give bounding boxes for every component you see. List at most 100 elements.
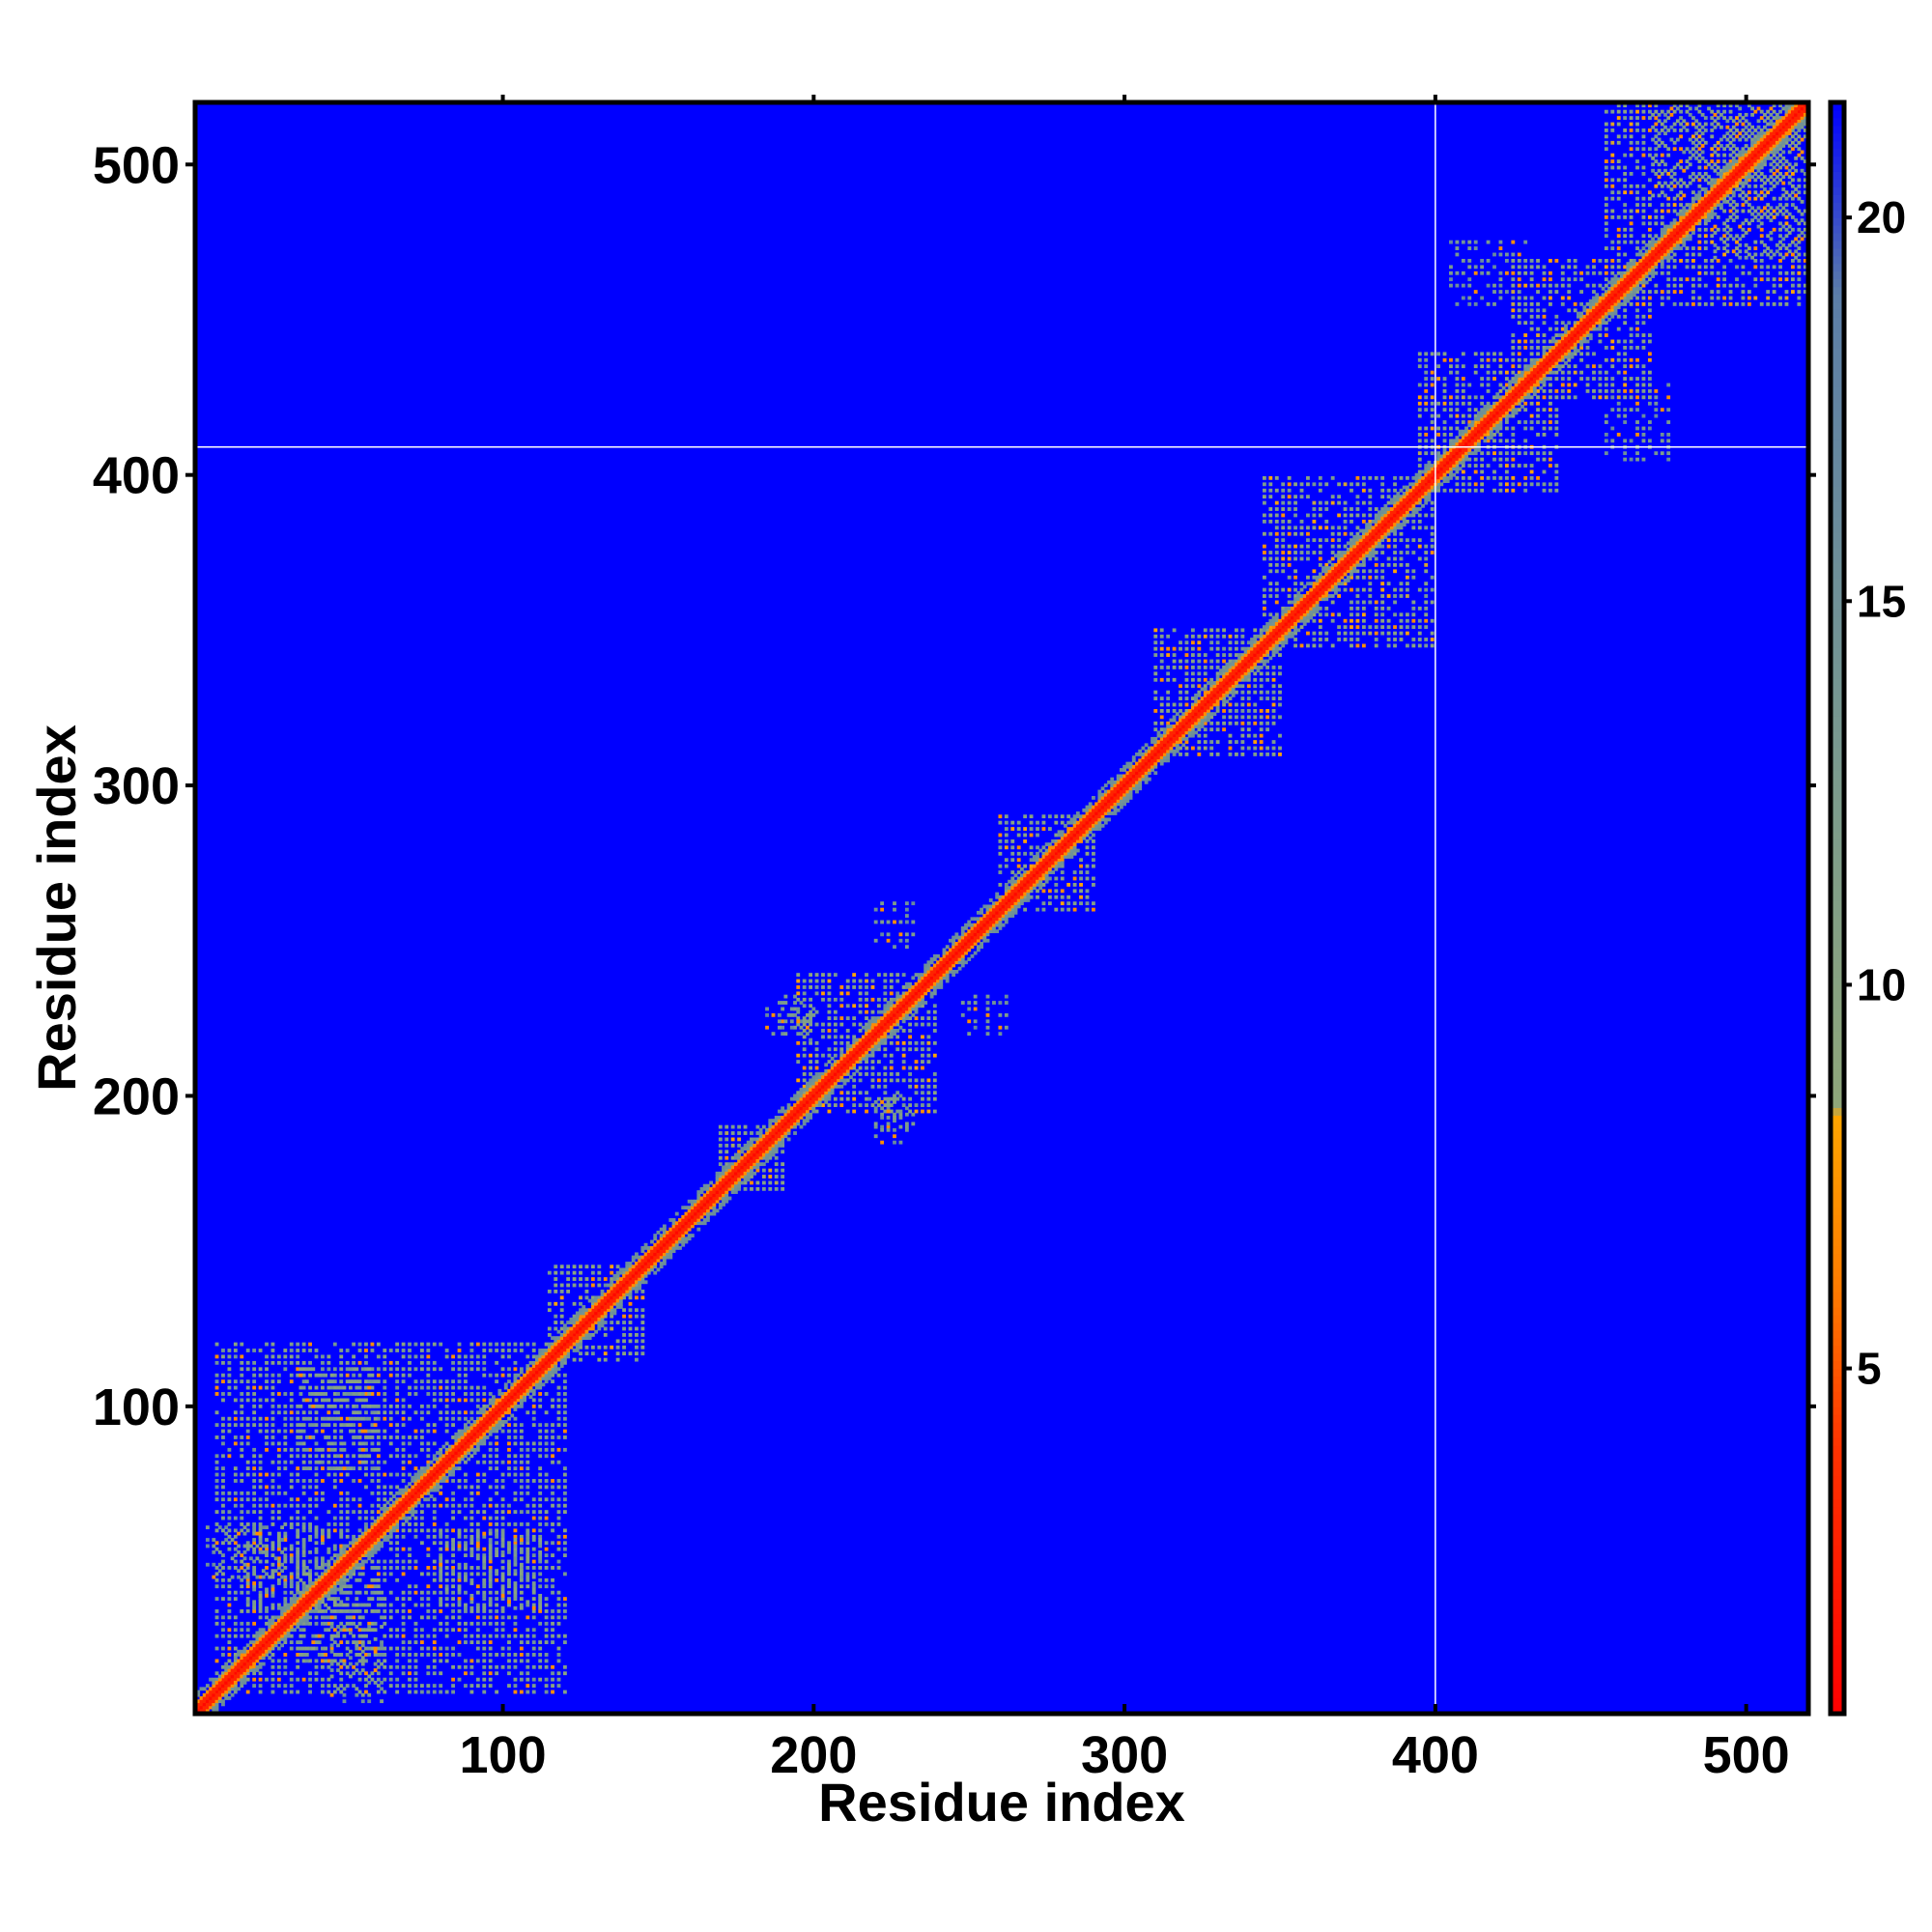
- heatmap-cell: [495, 1569, 499, 1574]
- heatmap-cell: [419, 1360, 424, 1365]
- heatmap-cell: [985, 994, 990, 999]
- heatmap-cell: [921, 1065, 924, 1070]
- heatmap-cell: [339, 1677, 344, 1682]
- heatmap-cell: [475, 1441, 480, 1446]
- heatmap-cell: [1092, 858, 1095, 863]
- heatmap-cell: [1041, 858, 1046, 863]
- heatmap-cell: [500, 1404, 505, 1408]
- heatmap-cell: [276, 1379, 281, 1384]
- heatmap-cell: [327, 1559, 331, 1564]
- heatmap-cell: [367, 1392, 372, 1396]
- heatmap-cell: [563, 1410, 567, 1415]
- heatmap-cell: [332, 1590, 337, 1595]
- heatmap-cell: [1085, 833, 1090, 838]
- heatmap-cell: [1166, 646, 1171, 651]
- heatmap-cell: [1287, 625, 1292, 630]
- heatmap-cell: [308, 1671, 312, 1676]
- heatmap-cell: [597, 1301, 602, 1306]
- heatmap-cell: [873, 920, 878, 924]
- heatmap-cell: [761, 1143, 766, 1148]
- heatmap-cell: [357, 1342, 362, 1347]
- heatmap-cell: [883, 997, 888, 1002]
- heatmap-cell: [1517, 352, 1521, 356]
- heatmap-cell: [1166, 690, 1171, 695]
- heatmap-cell: [1312, 582, 1317, 586]
- heatmap-cell: [556, 1590, 561, 1595]
- heatmap-cell: [1281, 482, 1286, 487]
- heatmap-cell: [781, 1032, 785, 1037]
- heatmap-cell: [439, 1569, 443, 1574]
- heatmap-cell: [245, 1435, 250, 1439]
- heatmap-cell: [482, 1609, 487, 1613]
- heatmap-cell: [551, 1454, 554, 1459]
- heatmap-cell: [538, 1441, 543, 1446]
- heatmap-cell: [383, 1392, 387, 1396]
- heatmap-cell: [439, 1621, 443, 1626]
- heatmap-cell: [270, 1354, 275, 1359]
- heatmap-cell: [240, 1559, 244, 1564]
- heatmap-cell: [475, 1479, 480, 1483]
- heatmap-cell: [383, 1690, 387, 1694]
- heatmap-cell: [214, 1684, 219, 1688]
- heatmap-cell: [1306, 538, 1310, 543]
- heatmap-cell: [301, 1410, 306, 1415]
- heatmap-cell: [926, 1096, 931, 1101]
- heatmap-cell: [252, 1460, 257, 1464]
- heatmap-cell: [317, 1634, 322, 1638]
- heatmap-cell: [1060, 838, 1065, 843]
- heatmap-cell: [252, 1454, 257, 1459]
- heatmap-cell: [865, 1109, 868, 1114]
- heatmap-cell: [538, 1385, 543, 1390]
- heatmap-cell: [566, 1264, 571, 1269]
- heatmap-cell: [332, 1566, 337, 1570]
- heatmap-cell: [531, 1572, 536, 1577]
- heatmap-cell: [364, 1416, 368, 1421]
- heatmap-cell: [572, 1357, 577, 1362]
- heatmap-cell: [469, 1454, 474, 1459]
- heatmap-cell: [1473, 395, 1478, 400]
- heatmap-cell: [1523, 420, 1528, 424]
- heatmap-cell: [270, 1491, 275, 1495]
- heatmap-cell: [513, 1429, 518, 1434]
- heatmap-cell: [383, 1416, 387, 1421]
- heatmap-cell: [339, 1454, 344, 1459]
- heatmap-cell: [1299, 606, 1304, 611]
- heatmap-cell: [1253, 634, 1258, 639]
- heatmap-cell: [1386, 495, 1391, 499]
- heatmap-cell: [526, 1664, 530, 1669]
- heatmap-cell: [579, 1321, 582, 1324]
- heatmap-cell: [1281, 531, 1286, 536]
- heatmap-cell: [469, 1447, 474, 1452]
- heatmap-cell: [276, 1581, 281, 1585]
- heatmap-cell: [395, 1659, 400, 1663]
- heatmap-cell: [1324, 482, 1329, 487]
- heatmap-cell: [276, 1541, 281, 1546]
- heatmap-cell: [339, 1603, 344, 1607]
- heatmap-cell: [538, 1593, 543, 1598]
- heatmap-cell: [519, 1342, 524, 1347]
- heatmap-cell: [559, 1295, 564, 1300]
- heatmap-cell: [283, 1575, 288, 1579]
- heatmap-cell: [1153, 709, 1158, 713]
- heatmap-cell: [513, 1435, 518, 1439]
- heatmap-cell: [796, 1022, 801, 1027]
- heatmap-cell: [531, 1547, 536, 1551]
- heatmap-cell: [1029, 827, 1034, 831]
- heatmap-cell: [1480, 451, 1485, 456]
- heatmap-cell: [563, 1373, 567, 1378]
- heatmap-cell: [500, 1354, 505, 1359]
- heatmap-cell: [1271, 753, 1276, 756]
- heatmap-cell: [439, 1566, 443, 1570]
- heatmap-cell: [270, 1429, 275, 1434]
- heatmap-cell: [469, 1541, 474, 1546]
- heatmap-cell: [321, 1534, 325, 1539]
- heatmap-cell: [538, 1354, 543, 1359]
- heatmap-cell: [289, 1503, 294, 1508]
- heatmap-cell: [597, 1264, 602, 1269]
- heatmap-cell: [547, 1308, 552, 1313]
- heatmap-cell: [597, 1357, 602, 1362]
- heatmap-cell: [1350, 488, 1353, 493]
- heatmap-cell: [413, 1392, 418, 1396]
- heatmap-cell: [544, 1553, 549, 1557]
- heatmap-cell: [314, 1441, 319, 1446]
